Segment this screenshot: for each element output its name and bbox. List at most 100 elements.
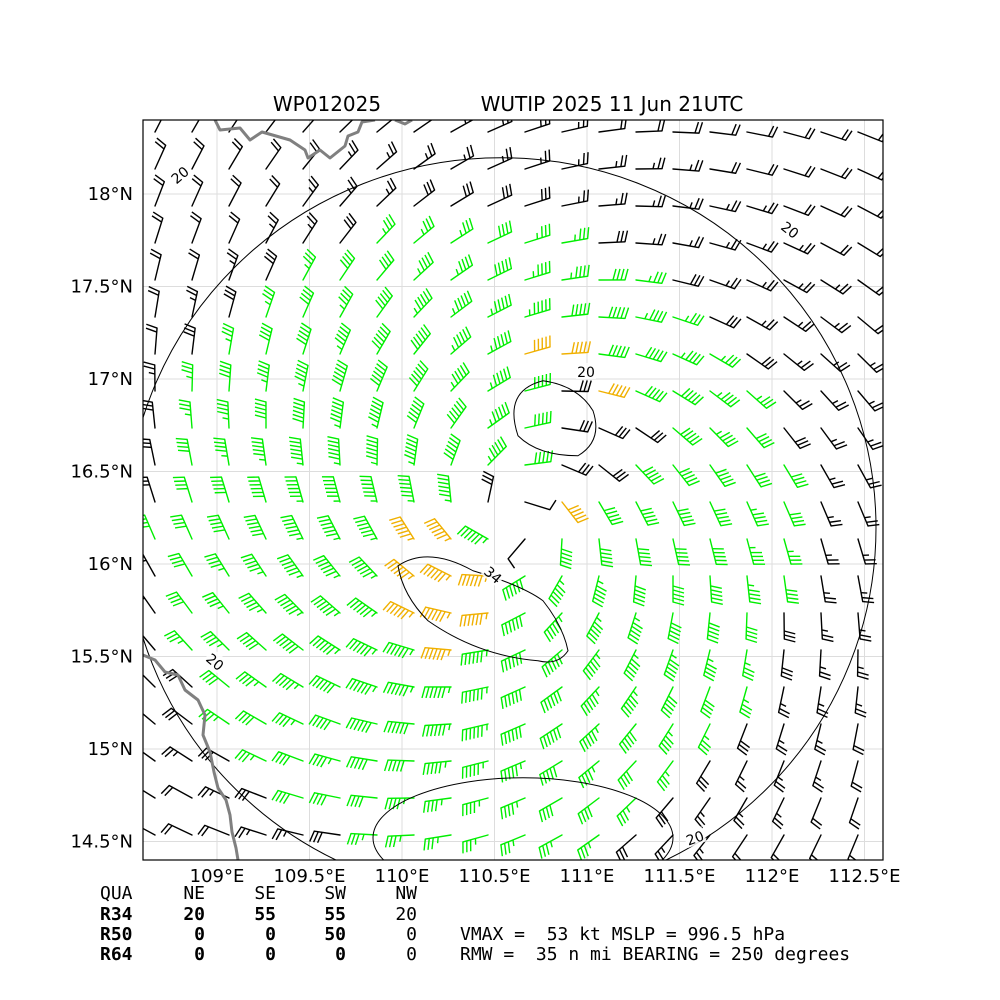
wind-barb: [421, 686, 452, 699]
wind-barb: [221, 322, 235, 355]
wind-barb: [265, 175, 281, 207]
wind-barb: [228, 211, 241, 244]
y-tick-label: 14.5°N: [70, 832, 133, 853]
wind-barb: [857, 168, 883, 181]
wind-barb: [697, 723, 712, 756]
wind-barb: [423, 797, 452, 813]
wind-barb: [500, 686, 526, 709]
wind-barb: [197, 786, 230, 799]
wind-barbs: [143, 120, 883, 860]
wind-barb: [734, 760, 748, 793]
wind-barb: [598, 464, 629, 482]
wind-barb: [820, 427, 848, 450]
wind-barb: [450, 290, 473, 318]
wind-barb: [487, 257, 513, 281]
wind-barb: [770, 834, 785, 860]
wind-barb: [147, 285, 160, 318]
wind-barb: [848, 797, 861, 830]
wind-barb: [635, 195, 666, 208]
wind-barb: [359, 475, 378, 503]
wind-barb: [188, 248, 201, 281]
wind-barb: [272, 672, 304, 691]
wind-barb: [820, 575, 837, 604]
wind-barb: [709, 238, 742, 251]
wind-barb: [783, 427, 811, 450]
contour-20: [513, 380, 597, 457]
wind-barb: [178, 399, 193, 429]
x-tick-label: 112°E: [745, 866, 800, 887]
wind-barb: [783, 612, 796, 643]
wind-barb: [820, 390, 850, 411]
wind-barb: [254, 398, 267, 429]
wind-barb: [857, 390, 883, 412]
wind-barb: [524, 260, 551, 281]
wind-barb: [816, 686, 829, 718]
wind-barb: [672, 236, 705, 249]
grid-lines: [143, 120, 883, 860]
wind-barb: [346, 832, 378, 846]
wind-barb: [746, 163, 779, 176]
wind-barb: [263, 248, 278, 281]
wind-barb: [709, 390, 741, 408]
wind-barb: [216, 398, 230, 429]
wind-barb: [586, 612, 604, 645]
wind-barb: [443, 433, 461, 466]
wind-barb: [247, 476, 267, 503]
wind-barb: [623, 649, 641, 682]
wind-barb: [308, 753, 341, 768]
wind-barb: [339, 120, 354, 133]
wind-barb: [446, 397, 467, 429]
wind-barb: [406, 396, 425, 429]
wind-barb: [703, 649, 717, 682]
wind-barb: [709, 353, 742, 368]
wind-barb: [539, 760, 563, 786]
y-tick-label: 16.5°N: [70, 462, 133, 483]
wind-barb: [143, 634, 156, 651]
wind-barb: [376, 214, 396, 244]
wind-barb: [339, 176, 358, 207]
wind-barb: [500, 723, 526, 746]
wind-barb: [383, 759, 415, 772]
wind-barb: [812, 760, 825, 793]
wind-barb: [709, 538, 728, 566]
wind-barb: [746, 125, 779, 138]
wind-barb: [383, 720, 415, 735]
wind-barb: [635, 501, 660, 526]
wind-barb: [856, 649, 869, 680]
wind-barb: [658, 723, 674, 755]
wind-barb: [228, 137, 244, 170]
wind-barb: [538, 797, 563, 823]
wind-barb: [706, 612, 720, 644]
wind-barb: [375, 286, 393, 318]
wind-barb: [288, 436, 304, 466]
wind-barb: [236, 631, 267, 651]
wind-barb: [160, 823, 193, 836]
wind-barb: [672, 159, 704, 172]
wind-barb: [265, 138, 282, 170]
wind-barb: [240, 553, 267, 577]
wind-barb: [423, 834, 452, 851]
wind-barb: [348, 556, 378, 579]
wind-barb: [339, 140, 359, 170]
wind-barb: [818, 649, 831, 681]
wind-barb: [487, 293, 512, 318]
wind-barb: [271, 712, 304, 728]
wind-barb: [857, 538, 877, 565]
wind-barb: [206, 514, 230, 540]
wind-barb: [437, 473, 452, 503]
contour-label: 20: [777, 219, 801, 243]
wind-barb: [234, 749, 267, 763]
wind-barb: [598, 538, 614, 568]
wind-barb: [672, 197, 704, 210]
wind-barb: [672, 427, 703, 446]
wind-barb: [228, 174, 242, 207]
wind-barb: [524, 499, 557, 511]
wind-barb: [345, 717, 378, 733]
table-row-label: R34: [100, 904, 133, 925]
table-header-qua: QUA: [100, 883, 133, 904]
wind-barb: [191, 120, 200, 133]
wind-barb: [420, 647, 452, 661]
wind-barb: [617, 760, 637, 791]
wind-barb: [296, 322, 312, 355]
wind-barb: [731, 834, 748, 860]
